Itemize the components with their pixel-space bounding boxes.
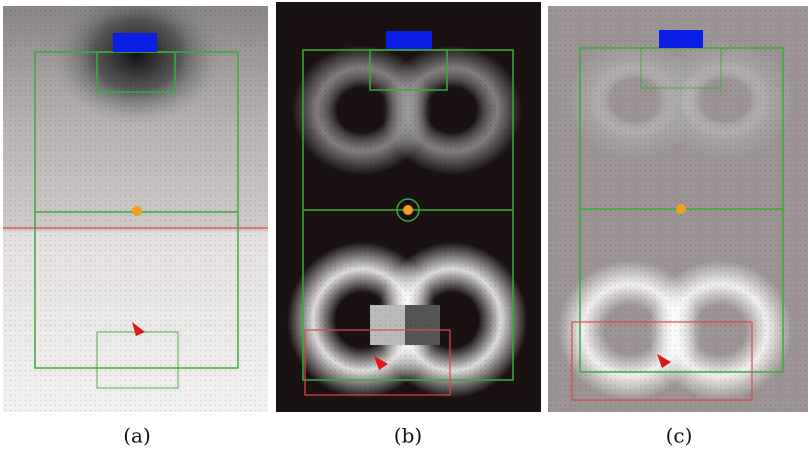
caption: (b): [394, 424, 422, 448]
panel-c: [548, 6, 808, 412]
caption: (a): [123, 424, 151, 448]
caption: (c): [666, 424, 693, 448]
panel-b: [276, 2, 541, 412]
figure: (a) (b) (c): [0, 0, 809, 450]
panel-a: [3, 0, 268, 412]
